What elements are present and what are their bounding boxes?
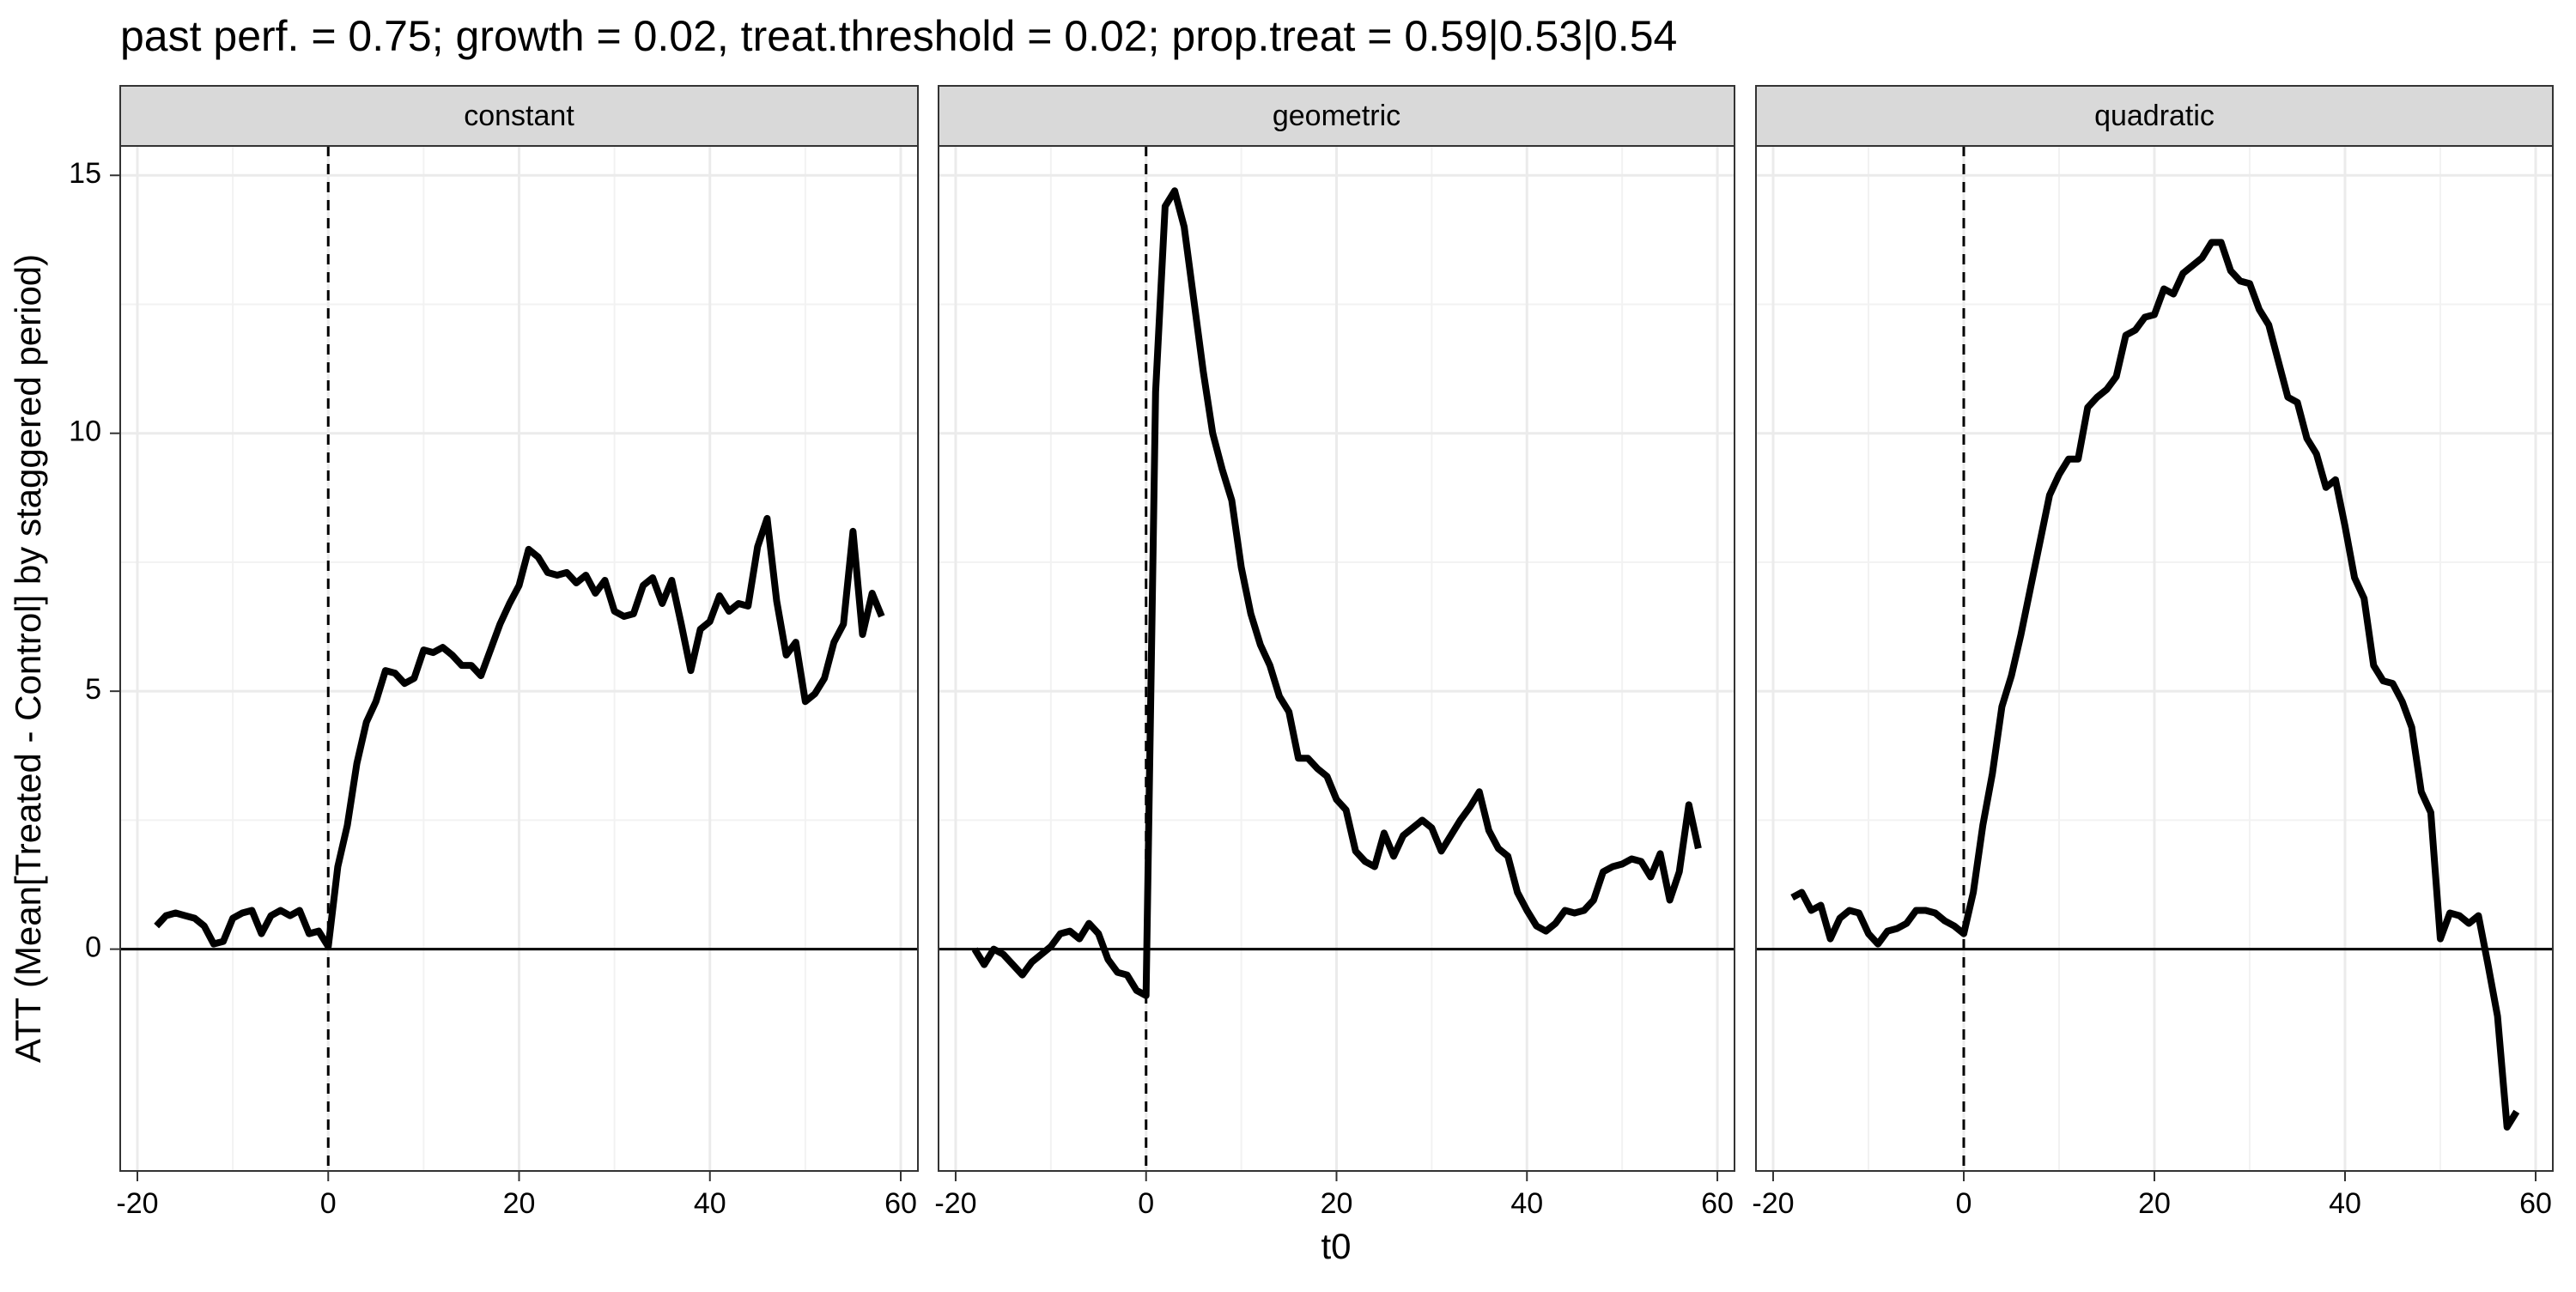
x-tick-label: 20 (1321, 1187, 1353, 1220)
chart-title: past perf. = 0.75; growth = 0.02, treat.… (120, 12, 1677, 60)
x-tick-label: 60 (1701, 1187, 1734, 1220)
strip (1755, 85, 2554, 147)
panel-border (119, 145, 919, 1172)
panel-border (1755, 145, 2554, 1172)
x-tick-label: 40 (2329, 1187, 2361, 1220)
strip (119, 85, 919, 147)
x-tick-label: 20 (503, 1187, 536, 1220)
x-tick-label: 60 (884, 1187, 917, 1220)
series-line (1790, 239, 2520, 1131)
y-tick-label: 0 (85, 931, 101, 964)
x-tick-label: 0 (1956, 1187, 1972, 1220)
x-tick-label: -20 (934, 1187, 976, 1220)
y-tick-label: 5 (85, 673, 101, 706)
x-tick-label: -20 (116, 1187, 158, 1220)
facet-title: constant (464, 100, 574, 132)
facet-title: quadratic (2094, 100, 2215, 132)
x-tick-label: 40 (694, 1187, 726, 1220)
x-axis-label: t0 (1321, 1226, 1351, 1266)
facet-title: geometric (1273, 100, 1400, 132)
y-tick-label: 15 (69, 157, 101, 190)
x-tick-label: 20 (2138, 1187, 2171, 1220)
series-line (971, 187, 1702, 999)
y-axis-label: ATT (Mean[Treated - Control] by staggere… (8, 254, 48, 1063)
x-tick-label: 40 (1510, 1187, 1543, 1220)
panel-border (938, 145, 1735, 1172)
x-tick-label: 60 (2519, 1187, 2552, 1220)
series-line (154, 514, 885, 950)
x-tick-label: 0 (1138, 1187, 1154, 1220)
y-tick-label: 10 (69, 416, 101, 448)
x-tick-label: 0 (320, 1187, 337, 1220)
x-tick-label: -20 (1752, 1187, 1794, 1220)
